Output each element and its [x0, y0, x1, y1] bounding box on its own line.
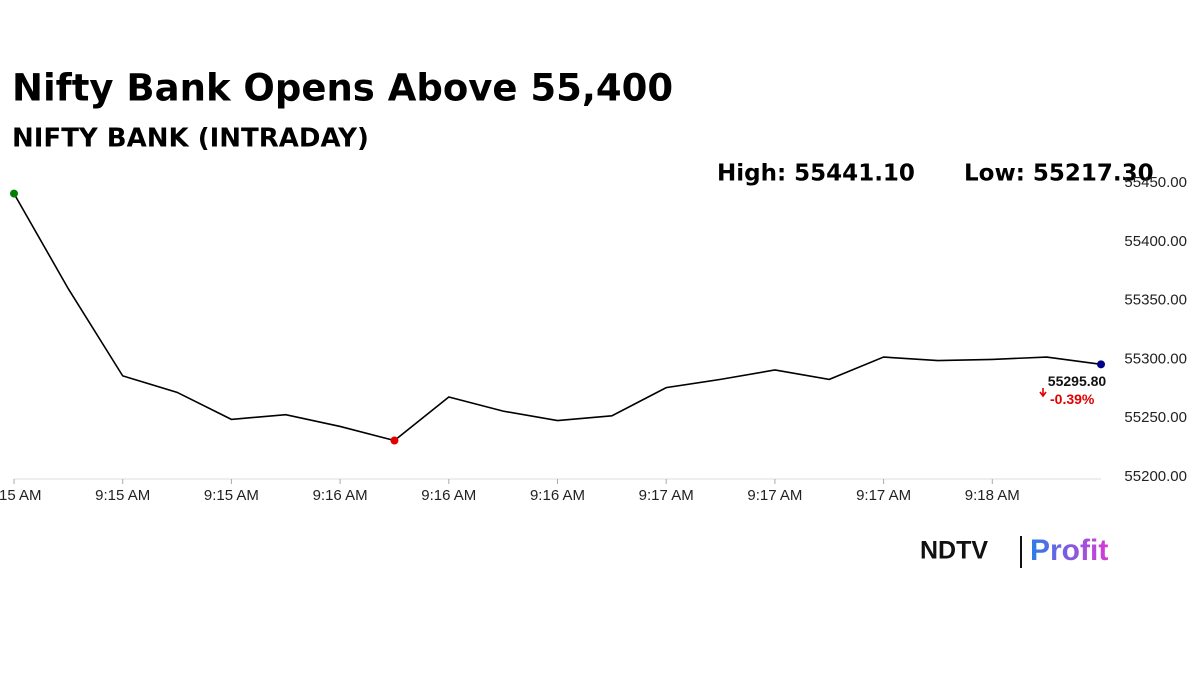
y-tick-label: 55250.00 [1124, 409, 1187, 426]
y-tick-label: 55400.00 [1124, 233, 1187, 250]
y-tick-label: 55450.00 [1124, 174, 1187, 191]
y-tick-label: 55200.00 [1124, 468, 1187, 485]
x-tick-label: 9:17 AM [747, 487, 802, 504]
x-tick-label: 9:16 AM [313, 487, 368, 504]
x-tick-label: 9:15 AM [0, 487, 42, 504]
down-arrow [1039, 388, 1047, 398]
x-tick-label: 9:17 AM [856, 487, 911, 504]
price-line [13, 193, 1102, 442]
first-point [10, 189, 18, 198]
x-tick-label: 9:16 AM [421, 487, 476, 504]
logo: NDTV Profit [920, 534, 1108, 568]
y-tick-label: 55300.00 [1124, 350, 1187, 367]
x-tick-label: 9:15 AM [204, 487, 259, 504]
chart-title: Nifty Bank Opens Above 55,400 [12, 67, 673, 110]
low-label: Low: 55217.30 [964, 161, 1154, 187]
change-label: -0.39% [1050, 391, 1095, 407]
last-value-label: 55295.80 [1048, 373, 1107, 389]
y-tick-label: 55350.00 [1124, 292, 1187, 309]
logo-ndtv: NDTV [920, 537, 988, 565]
low-point [390, 436, 399, 445]
x-tick-label: 9:16 AM [530, 487, 585, 504]
x-tick-label: 9:17 AM [639, 487, 694, 504]
x-tick-label: 9:18 AM [965, 487, 1020, 504]
last-point [1097, 360, 1105, 369]
x-tick-label: 9:15 AM [95, 487, 150, 504]
logo-profit: Profit [1030, 534, 1108, 567]
high-label: High: 55441.10 [717, 161, 915, 187]
chart-subtitle: NIFTY BANK (INTRADAY) [12, 124, 369, 154]
